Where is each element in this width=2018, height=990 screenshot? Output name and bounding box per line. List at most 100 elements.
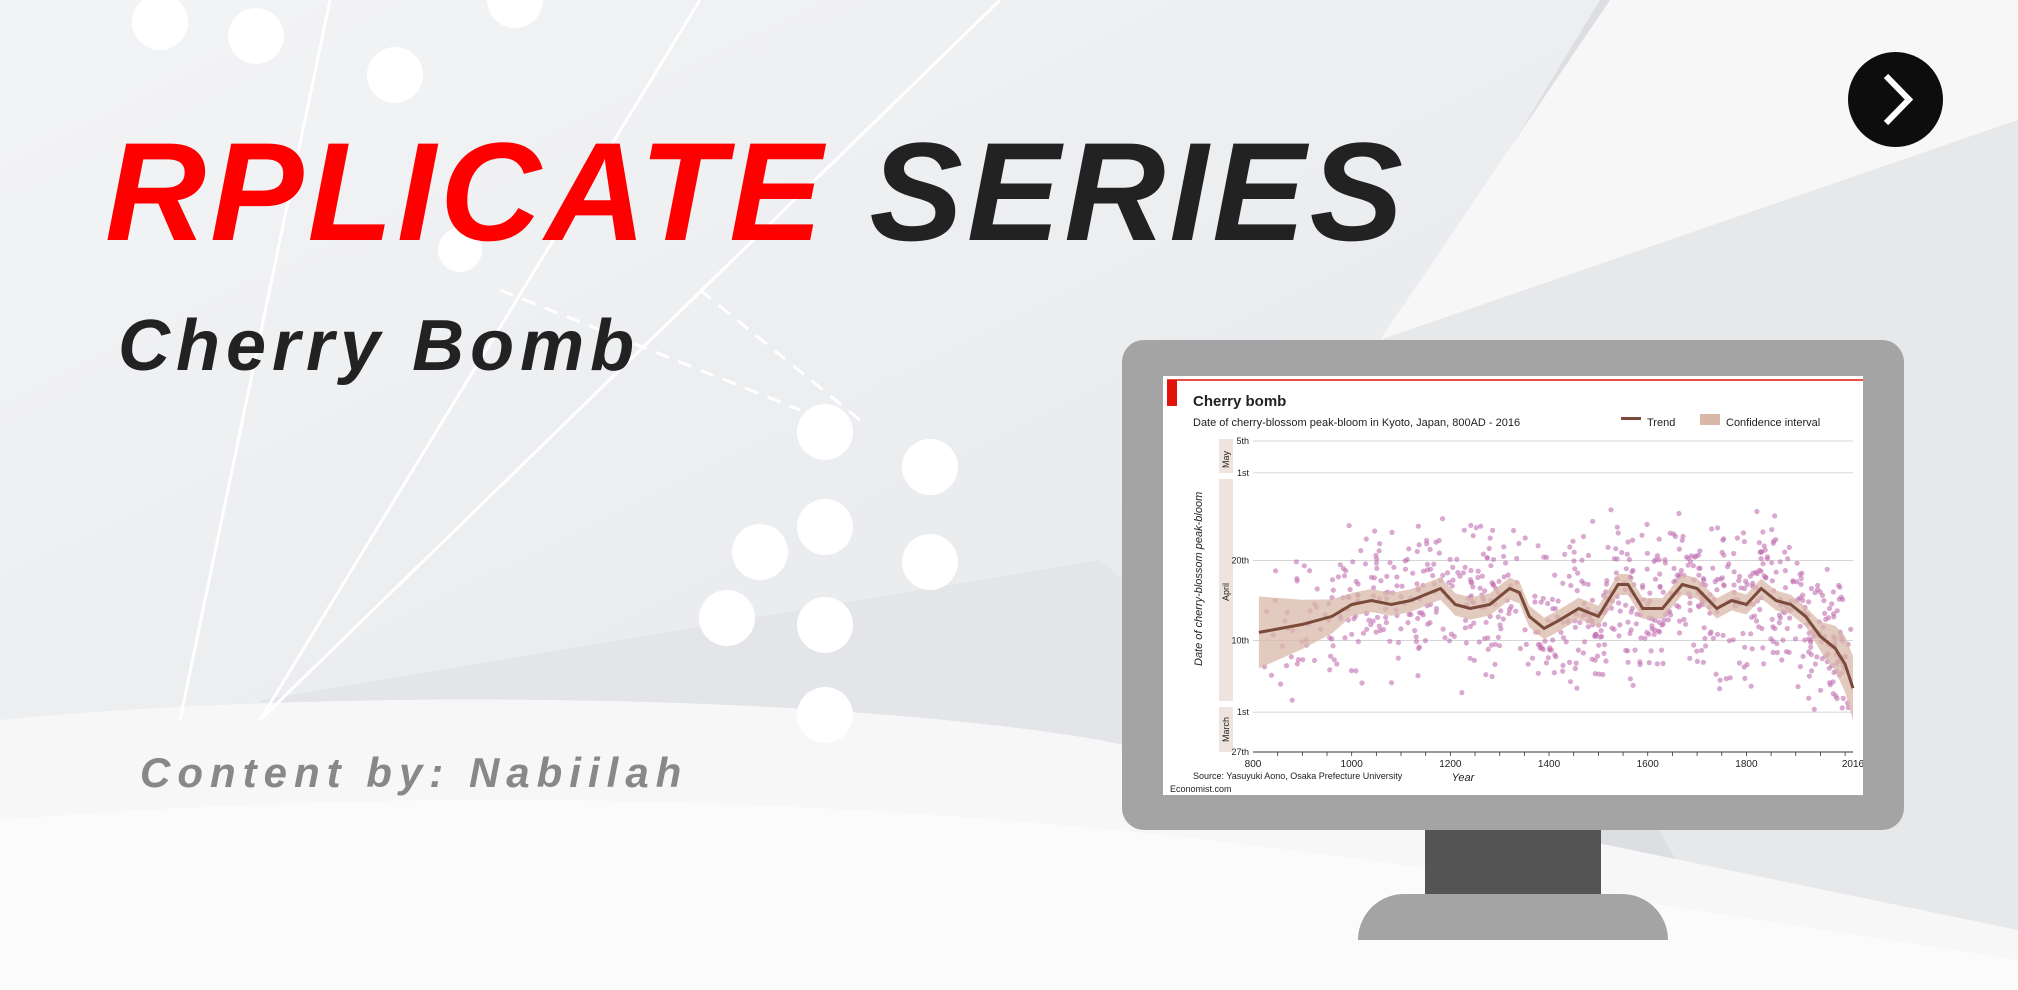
bloom-point	[1490, 581, 1496, 587]
bloom-point	[1342, 635, 1348, 641]
bloom-point	[1720, 632, 1726, 638]
bloom-point	[1446, 579, 1452, 586]
bloom-point	[1378, 578, 1384, 584]
month-band-march	[1219, 707, 1233, 752]
bloom-point	[1723, 676, 1729, 682]
bloom-point	[1834, 608, 1840, 614]
bloom-point	[1447, 556, 1453, 562]
bloom-point	[1657, 571, 1663, 577]
bloom-point	[1830, 691, 1836, 697]
bloom-point	[1644, 550, 1650, 556]
bloom-point	[1547, 645, 1553, 651]
bloom-point	[1329, 577, 1336, 583]
bloom-point	[1676, 630, 1683, 636]
bloom-point	[1709, 526, 1715, 532]
bloom-point	[1424, 567, 1430, 573]
bloom-point	[1424, 561, 1431, 567]
bloom-point	[1580, 533, 1587, 540]
bloom-point	[1574, 685, 1580, 691]
bloom-point	[1387, 560, 1393, 566]
bloom-point	[1637, 659, 1643, 665]
x-tick-label: 1400	[1538, 759, 1561, 770]
bloom-point	[1596, 671, 1602, 677]
bloom-point	[1395, 639, 1402, 646]
bloom-point	[1330, 587, 1336, 593]
bloom-point	[1772, 626, 1778, 632]
bloom-point	[1753, 618, 1760, 624]
bloom-point	[1784, 625, 1790, 632]
bloom-point	[1604, 578, 1610, 584]
bloom-point	[1351, 616, 1357, 622]
y-tick-label: 1st	[1237, 707, 1250, 717]
bloom-point	[1688, 559, 1694, 565]
bloom-point	[1525, 661, 1531, 667]
bloom-point	[1585, 624, 1591, 630]
bloom-point	[1450, 564, 1456, 570]
bloom-point	[1475, 574, 1481, 581]
bloom-point	[1633, 621, 1639, 627]
bloom-point	[1638, 635, 1644, 641]
bloom-point	[1314, 586, 1320, 592]
bloom-point	[1540, 595, 1546, 601]
bloom-point	[1471, 657, 1477, 663]
bloom-point	[1823, 616, 1829, 622]
bloom-point	[1294, 661, 1300, 667]
bloom-point	[1657, 584, 1663, 590]
bloom-point	[1467, 623, 1473, 630]
bloom-point	[1439, 516, 1446, 522]
bloom-point	[1808, 651, 1814, 658]
bloom-point	[1380, 626, 1387, 633]
bloom-point	[1809, 668, 1815, 674]
bloom-point	[1543, 554, 1550, 560]
bloom-point	[1560, 668, 1566, 674]
bloom-point	[1567, 679, 1574, 685]
bloom-point	[1680, 533, 1686, 539]
bloom-point	[1703, 643, 1709, 649]
bloom-point	[1473, 525, 1479, 531]
bloom-point	[1827, 682, 1833, 688]
content-credit: Content by: Nabiilah	[140, 749, 689, 796]
bloom-point	[1350, 559, 1356, 565]
bloom-point	[1797, 623, 1803, 629]
legend-trend-swatch	[1621, 417, 1641, 420]
monitor-stand-neck	[1425, 830, 1601, 898]
bloom-point	[1414, 548, 1420, 555]
bloom-point	[1422, 638, 1428, 644]
bloom-point	[1693, 553, 1699, 559]
bloom-point	[1402, 566, 1409, 572]
month-label-march: March	[1221, 717, 1231, 742]
next-button[interactable]	[1848, 52, 1943, 147]
bloom-point	[1658, 647, 1665, 653]
bloom-point	[1701, 625, 1707, 631]
bloom-point	[1540, 646, 1546, 652]
bloom-point	[1412, 628, 1418, 634]
bloom-point	[1777, 559, 1783, 565]
bloom-point	[1630, 537, 1636, 543]
bloom-point	[1662, 560, 1668, 566]
bloom-point	[1599, 633, 1605, 640]
legend-trend-label: Trend	[1647, 417, 1675, 429]
bloom-point	[1769, 560, 1775, 566]
bloom-point	[1415, 673, 1421, 679]
bloom-point	[1701, 577, 1707, 583]
bloom-point	[1571, 558, 1577, 564]
bloom-point	[1602, 621, 1608, 627]
bloom-point	[1811, 706, 1817, 712]
bloom-point	[1391, 564, 1397, 570]
bloom-point	[1715, 631, 1721, 637]
bloom-point	[1405, 620, 1411, 626]
bloom-point	[1373, 552, 1379, 558]
bloom-point	[1436, 550, 1442, 556]
bloom-point	[1399, 583, 1405, 589]
bloom-point	[1311, 657, 1318, 664]
x-tick-label: 2016	[1842, 759, 1863, 770]
bloom-point	[1522, 535, 1528, 541]
bloom-point	[1720, 537, 1726, 543]
bloom-point	[1364, 626, 1370, 632]
y-tick-label: 1st	[1237, 468, 1250, 478]
bloom-point	[1395, 655, 1401, 661]
bloom-point	[1713, 671, 1719, 677]
bloom-point	[1278, 681, 1284, 687]
bloom-point	[1652, 576, 1659, 582]
bloom-point	[1424, 537, 1430, 544]
